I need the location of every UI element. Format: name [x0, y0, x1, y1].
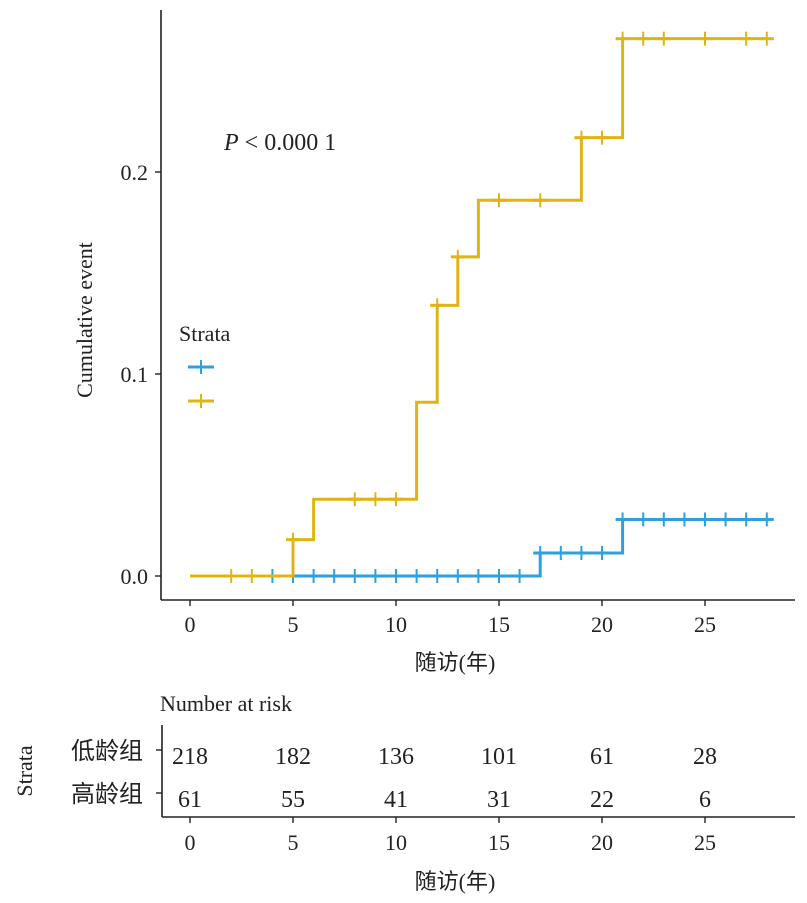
risk-cell: 22 [590, 787, 614, 813]
risk-cell: 6 [699, 787, 711, 813]
risk-x-tick-label: 0 [185, 830, 196, 855]
risk-row-label: 高龄组 [71, 781, 143, 808]
risk-cell: 55 [281, 787, 305, 813]
legend-title: Strata [179, 321, 231, 346]
series-1-line [190, 37, 767, 578]
series-0-line [190, 517, 767, 578]
x-tick-label: 10 [385, 612, 407, 637]
risk-table: 低龄组 218 182 136 101 61 28 高龄组 61 55 41 31 22 6 0 5 10 15 2… [71, 725, 795, 855]
cumulative-event-plot: 0.0 0.1 0.2 0 5 10 15 20 25 [121, 10, 795, 637]
risk-x-tick-label: 20 [591, 830, 613, 855]
risk-row-label: 低龄组 [71, 738, 143, 765]
y-tick-label: 0.1 [121, 362, 149, 387]
risk-cell: 218 [172, 744, 208, 770]
risk-x-tick-label: 25 [694, 830, 716, 855]
risk-cell: 101 [481, 744, 517, 770]
risk-table-strata-label: Strata [12, 745, 37, 797]
risk-cell: 182 [275, 744, 311, 770]
y-tick-label: 0.0 [121, 564, 149, 589]
risk-table-title: Number at risk [160, 691, 292, 716]
x-tick-label: 0 [185, 612, 196, 637]
y-axis-label: Cumulative event [72, 242, 97, 398]
legend [188, 360, 214, 408]
x-tick-label: 25 [694, 612, 716, 637]
risk-cell: 136 [378, 744, 414, 770]
risk-cell: 28 [693, 744, 717, 770]
risk-cell: 61 [178, 787, 202, 813]
y-tick-label: 0.2 [121, 160, 149, 185]
risk-cell: 31 [487, 787, 511, 813]
risk-x-axis-label: 随访(年) [415, 869, 496, 894]
risk-cell: 41 [384, 787, 408, 813]
x-tick-label: 20 [591, 612, 613, 637]
risk-x-tick-label: 10 [385, 830, 407, 855]
x-tick-label: 5 [288, 612, 299, 637]
p-value-annotation: P < 0.000 1 [223, 130, 336, 156]
risk-x-tick-label: 15 [488, 830, 510, 855]
risk-cell: 61 [590, 744, 614, 770]
x-tick-label: 15 [488, 612, 510, 637]
risk-x-tick-label: 5 [288, 830, 299, 855]
x-axis-label: 随访(年) [415, 650, 496, 675]
